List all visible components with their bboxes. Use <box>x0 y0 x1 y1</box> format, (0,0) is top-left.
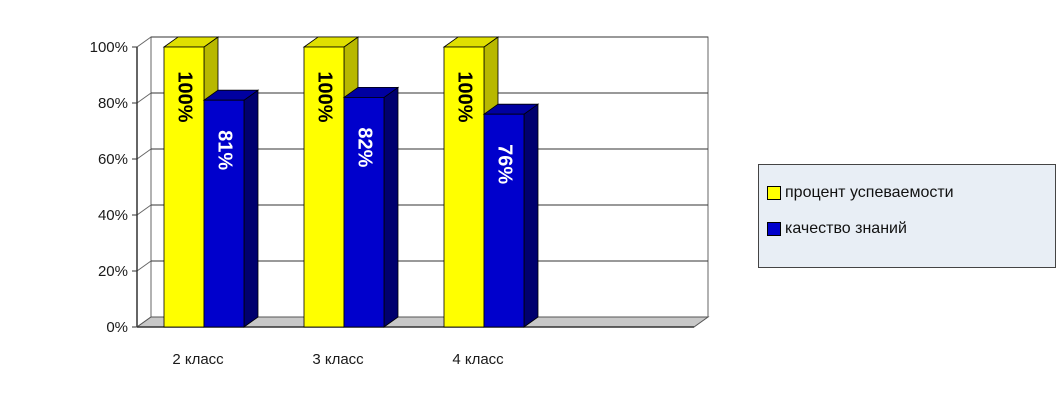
data-label: 100% <box>454 71 476 122</box>
legend: процент успеваемости качество знаний <box>758 164 1056 268</box>
gridline-depth <box>136 260 152 272</box>
legend-label-knowledge-quality: качество знаний <box>785 220 907 237</box>
data-label: 76% <box>494 144 516 184</box>
bar-side <box>383 86 399 328</box>
y-tick-label: 100% <box>90 39 128 56</box>
bar-side <box>243 89 259 328</box>
bar <box>343 97 385 328</box>
x-category-label: 3 класс <box>312 351 364 368</box>
bar <box>483 113 525 328</box>
bar <box>163 46 205 328</box>
y-tick-label: 80% <box>98 95 128 112</box>
legend-item-success-rate: процент успеваемости <box>767 175 1047 211</box>
y-tick-label: 20% <box>98 263 128 280</box>
y-tick-label: 40% <box>98 207 128 224</box>
data-label: 81% <box>214 130 236 170</box>
gridline-depth <box>136 92 152 104</box>
data-label: 100% <box>314 71 336 122</box>
y-tick-label: 60% <box>98 151 128 168</box>
bar <box>203 99 245 328</box>
bar-side <box>523 103 539 328</box>
gridline-depth <box>136 148 152 160</box>
legend-item-knowledge-quality: качество знаний <box>767 211 1047 247</box>
gridline-depth <box>136 36 152 48</box>
x-category-label: 2 класс <box>172 351 224 368</box>
x-category-label: 4 класс <box>452 351 504 368</box>
legend-label-success-rate: процент успеваемости <box>785 184 954 201</box>
bar <box>443 46 485 328</box>
data-label: 100% <box>174 71 196 122</box>
bar <box>303 46 345 328</box>
data-label: 82% <box>354 127 376 167</box>
y-tick-label: 0% <box>106 319 128 336</box>
gridline-depth <box>136 204 152 216</box>
legend-swatch-knowledge-quality <box>767 222 781 236</box>
legend-swatch-success-rate <box>767 186 781 200</box>
